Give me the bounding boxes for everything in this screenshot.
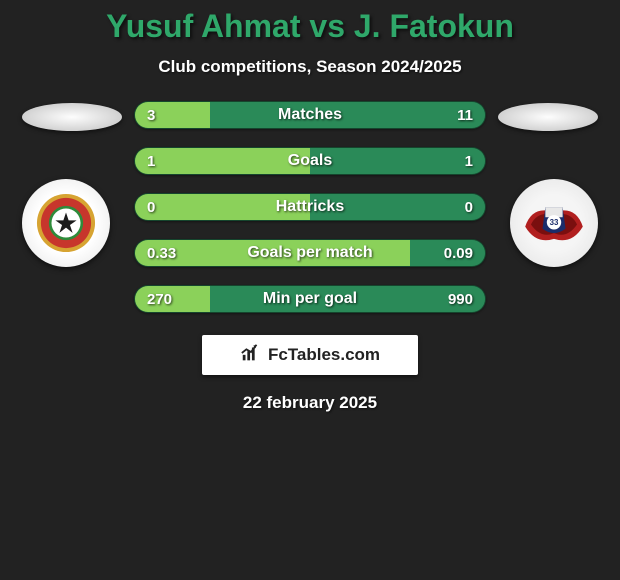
stat-value-left: 270	[147, 291, 172, 308]
club-crest-left-icon	[22, 179, 110, 267]
stat-bar-right-fill	[310, 148, 485, 174]
player-right-avatar-placeholder	[498, 103, 598, 131]
brand-badge: FcTables.com	[202, 335, 418, 375]
stats-bars: 311Matches11Goals00Hattricks0.330.09Goal…	[134, 101, 486, 313]
chart-icon	[240, 342, 262, 369]
stat-bar-right-fill	[210, 102, 485, 128]
stat-label: Min per goal	[263, 290, 357, 308]
date-line: 22 february 2025	[0, 393, 620, 413]
stat-value-right: 0	[465, 199, 473, 216]
stat-value-right: 990	[448, 291, 473, 308]
stat-bar: 3 11 Matches	[134, 101, 486, 129]
stat-bar: 1 1 Goals	[134, 147, 486, 175]
stat-bar: 270 990 Min per goal	[134, 285, 486, 313]
stat-bar-left-fill	[135, 148, 310, 174]
stat-value-left: 3	[147, 107, 155, 124]
stat-label: Goals	[288, 152, 332, 170]
stat-value-left: 0	[147, 199, 155, 216]
club-crest-right-icon: 33	[510, 179, 598, 267]
comparison-card: Yusuf Ahmat vs J. Fatokun Club competiti…	[0, 0, 620, 413]
page-title: Yusuf Ahmat vs J. Fatokun	[0, 8, 620, 45]
subtitle: Club competitions, Season 2024/2025	[0, 57, 620, 77]
brand-text: FcTables.com	[268, 345, 380, 365]
svg-text:33: 33	[550, 218, 559, 227]
player-left-avatar-placeholder	[22, 103, 122, 131]
stat-value-left: 1	[147, 153, 155, 170]
stat-label: Matches	[278, 106, 342, 124]
club-badge-left	[22, 179, 110, 267]
stat-label: Hattricks	[276, 198, 344, 216]
stat-label: Goals per match	[247, 244, 372, 262]
stat-value-right: 1	[465, 153, 473, 170]
player-left-column	[14, 101, 134, 267]
stat-bar: 0 0 Hattricks	[134, 193, 486, 221]
main-row: 311Matches11Goals00Hattricks0.330.09Goal…	[0, 101, 620, 313]
club-badge-right: 33	[510, 179, 598, 267]
player-right-column: 33	[486, 101, 606, 267]
stat-value-right: 0.09	[444, 245, 473, 262]
stat-bar: 0.33 0.09 Goals per match	[134, 239, 486, 267]
stat-value-left: 0.33	[147, 245, 176, 262]
stat-value-right: 11	[457, 107, 473, 124]
